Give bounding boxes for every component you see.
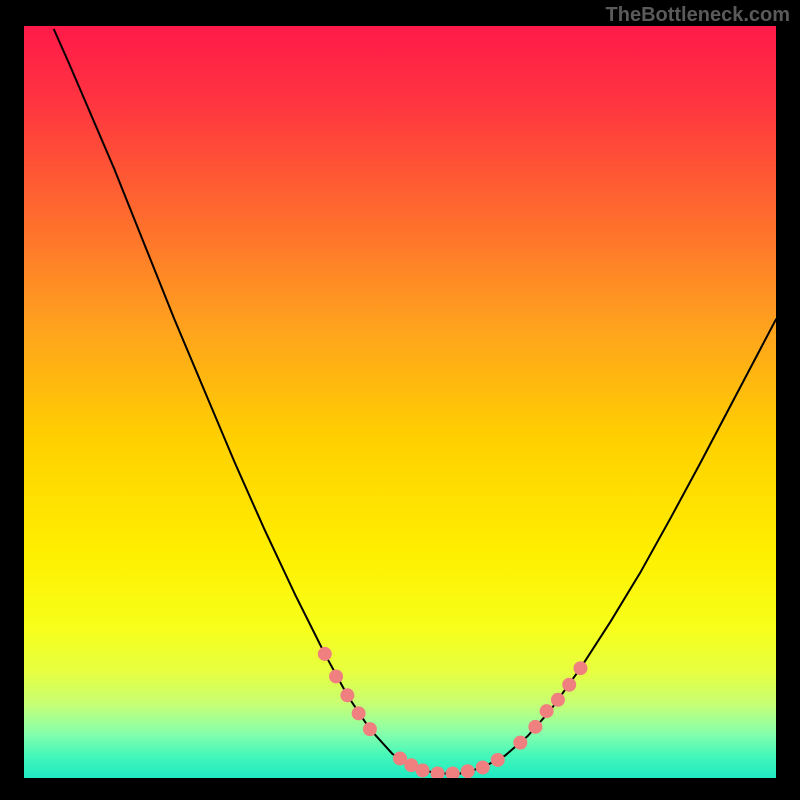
data-marker [352, 706, 366, 720]
data-marker [540, 704, 554, 718]
data-marker [416, 763, 430, 777]
data-marker [528, 720, 542, 734]
data-marker [491, 753, 505, 767]
data-marker [573, 661, 587, 675]
marker-group [318, 647, 588, 778]
data-marker [551, 693, 565, 707]
data-marker [476, 760, 490, 774]
data-marker [318, 647, 332, 661]
data-marker [446, 766, 460, 778]
data-marker [562, 678, 576, 692]
data-marker [513, 736, 527, 750]
data-marker [461, 764, 475, 778]
chart-overlay [24, 26, 776, 778]
chart-frame: TheBottleneck.com [0, 0, 800, 800]
bottleneck-curve [54, 30, 776, 774]
data-marker [363, 722, 377, 736]
data-marker [431, 766, 445, 778]
data-marker [340, 688, 354, 702]
attribution-label: TheBottleneck.com [606, 4, 790, 27]
data-marker [329, 669, 343, 683]
plot-area [24, 26, 776, 778]
